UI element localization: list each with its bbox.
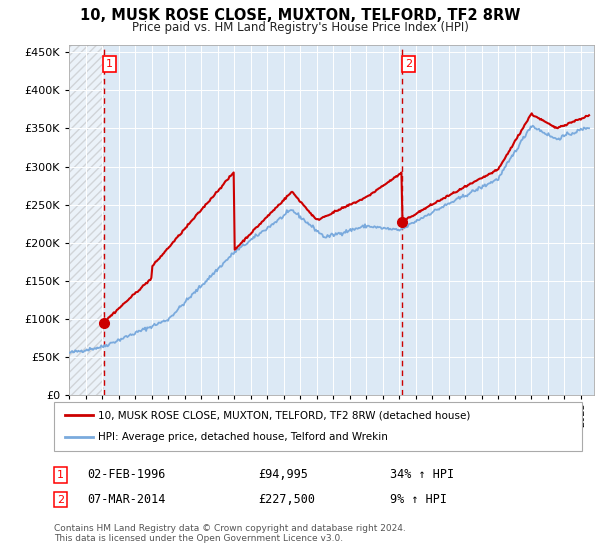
Text: 02-FEB-1996: 02-FEB-1996 bbox=[87, 468, 166, 482]
Text: 10, MUSK ROSE CLOSE, MUXTON, TELFORD, TF2 8RW: 10, MUSK ROSE CLOSE, MUXTON, TELFORD, TF… bbox=[80, 8, 520, 24]
Text: 2: 2 bbox=[404, 59, 412, 69]
Text: Price paid vs. HM Land Registry's House Price Index (HPI): Price paid vs. HM Land Registry's House … bbox=[131, 21, 469, 34]
Text: £227,500: £227,500 bbox=[258, 493, 315, 506]
Text: Contains HM Land Registry data © Crown copyright and database right 2024.
This d: Contains HM Land Registry data © Crown c… bbox=[54, 524, 406, 543]
Text: 10, MUSK ROSE CLOSE, MUXTON, TELFORD, TF2 8RW (detached house): 10, MUSK ROSE CLOSE, MUXTON, TELFORD, TF… bbox=[98, 410, 470, 421]
Text: 1: 1 bbox=[106, 59, 113, 69]
Text: 9% ↑ HPI: 9% ↑ HPI bbox=[390, 493, 447, 506]
Text: 07-MAR-2014: 07-MAR-2014 bbox=[87, 493, 166, 506]
Text: 1: 1 bbox=[57, 470, 64, 480]
Text: HPI: Average price, detached house, Telford and Wrekin: HPI: Average price, detached house, Telf… bbox=[98, 432, 388, 442]
Text: 34% ↑ HPI: 34% ↑ HPI bbox=[390, 468, 454, 482]
Text: £94,995: £94,995 bbox=[258, 468, 308, 482]
Text: 2: 2 bbox=[57, 494, 64, 505]
